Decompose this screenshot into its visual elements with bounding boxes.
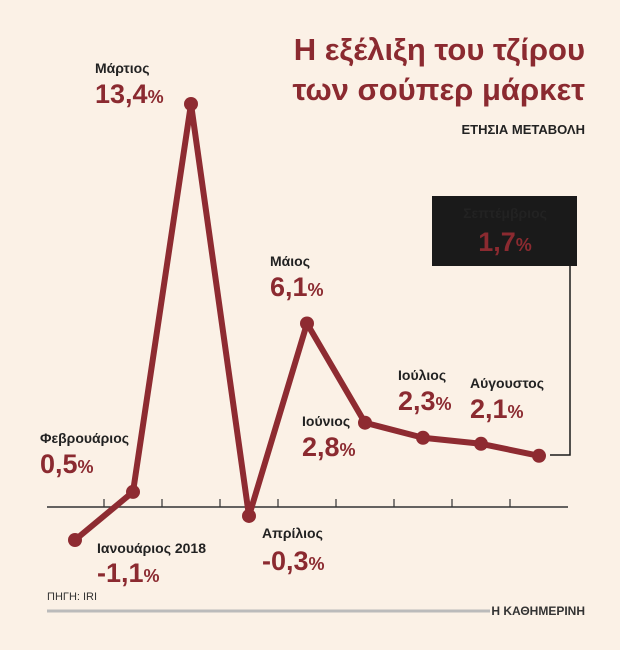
category-label: Ιούλιος: [398, 367, 446, 383]
value-label: 2,3%: [398, 386, 452, 416]
chart-title: των σούπερ μάρκετ: [293, 72, 586, 107]
chart-subtitle: ΕΤΗΣΙΑ ΜΕΤΑΒΟΛΗ: [462, 122, 586, 137]
point: [532, 448, 546, 463]
point: [126, 484, 140, 499]
point: [242, 508, 256, 523]
value-label: 13,4%: [95, 79, 164, 109]
value-label: 2,8%: [302, 432, 356, 462]
highlight-box: [432, 196, 577, 266]
callout-line: [550, 266, 571, 456]
point: [300, 316, 314, 331]
category-label: Ιούνιος: [302, 413, 350, 429]
category-label: Αύγουστος: [470, 375, 544, 391]
value-label: 6,1%: [270, 272, 324, 302]
point: [184, 97, 198, 111]
brand: Η ΚΑΘΗΜΕΡΙΝΗ: [491, 604, 585, 618]
category-label: Μάρτιος: [95, 60, 150, 76]
value-label: -0,3%: [262, 546, 325, 576]
value-label: 0,5%: [40, 449, 94, 479]
chart-title: Η εξέλιξη του τζίρου: [294, 32, 585, 67]
point: [416, 430, 430, 445]
category-label: Φεβρουάριος: [40, 430, 129, 446]
source: ΠΗΓΗ: IRI: [47, 591, 97, 603]
value-label: 1,7%: [478, 227, 532, 257]
category-label: Απρίλιος: [262, 525, 323, 541]
category-label: Μάιος: [270, 253, 310, 269]
value-label: -1,1%: [97, 558, 160, 588]
point: [358, 415, 372, 430]
value-label: 2,1%: [470, 394, 524, 424]
category-label: Ιανουάριος 2018: [97, 540, 206, 556]
category-label: Σεπτέμβριος: [463, 205, 547, 221]
point: [68, 533, 82, 547]
point: [474, 436, 488, 451]
